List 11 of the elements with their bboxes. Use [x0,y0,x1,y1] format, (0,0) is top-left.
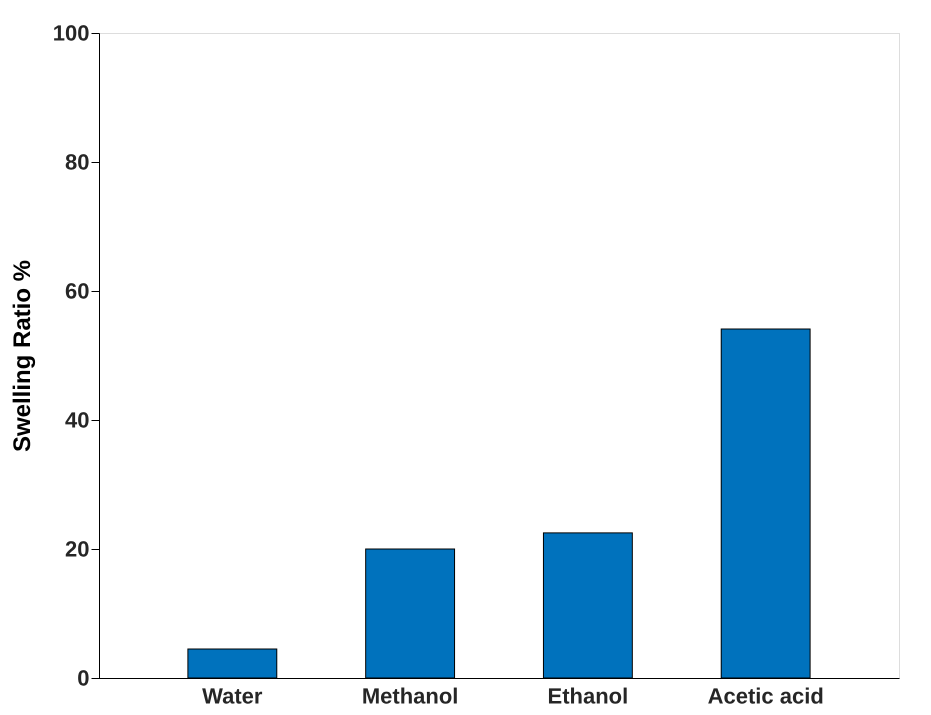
y-tick-label: 20 [65,536,90,562]
y-tick-label: 40 [65,408,90,432]
x-tick-label: Water [202,684,263,708]
x-tick-label: Acetic acid [708,684,824,708]
x-tick-label: Ethanol [548,684,628,708]
y-tick-label: 60 [65,278,90,304]
x-tick-label: Methanol [362,684,458,708]
y-tick-label: 0 [77,666,90,690]
y-tick-label: 100 [52,20,90,46]
y-tick-label: 80 [65,150,90,174]
y-axis-title: Swelling Ratio % [8,260,36,452]
